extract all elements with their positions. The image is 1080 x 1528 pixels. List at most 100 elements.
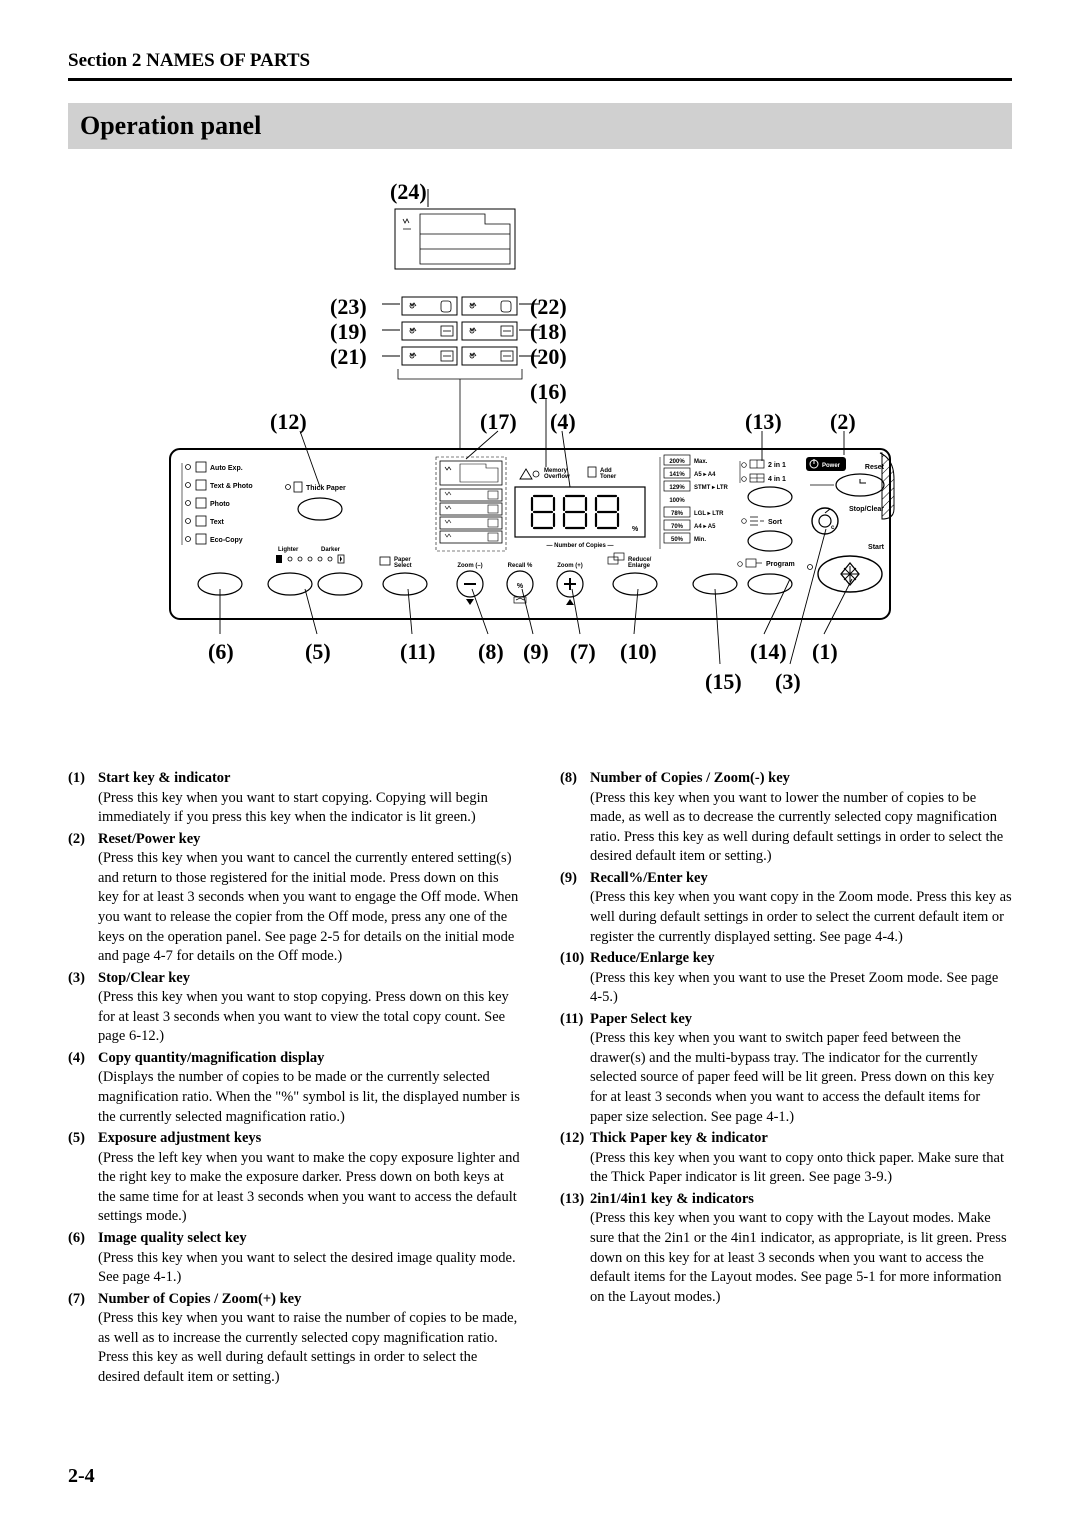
callout-number: (7) xyxy=(570,639,596,665)
item-description: (Press this key when you want to copy wi… xyxy=(590,1209,1012,1307)
item-title: Reduce/Enlarge key xyxy=(590,949,1012,969)
item-description: (Press this key when you want to lower t… xyxy=(590,789,1012,867)
item-description: (Press this key when you want to raise t… xyxy=(98,1309,520,1387)
item-title: Exposure adjustment keys xyxy=(98,1129,520,1149)
callout-number: (18) xyxy=(530,319,567,345)
item-list: (1) Start key & indicator (Press this ke… xyxy=(68,769,1012,1387)
svg-text:A5 ▸ A4: A5 ▸ A4 xyxy=(694,472,716,478)
callout-number: (5) xyxy=(305,639,331,665)
item-number: (6) xyxy=(68,1229,98,1288)
svg-text:Eco-Copy: Eco-Copy xyxy=(210,537,243,544)
item-number: (12) xyxy=(560,1129,590,1188)
item-title: Number of Copies / Zoom(+) key xyxy=(98,1290,520,1310)
callout-number: (21) xyxy=(330,344,367,370)
page-number: 2-4 xyxy=(68,1465,95,1488)
item-number: (3) xyxy=(68,969,98,1047)
callout-number: (24) xyxy=(390,179,427,205)
svg-text:Toner: Toner xyxy=(600,474,617,480)
svg-text:— Number of Copies —: — Number of Copies — xyxy=(546,543,613,549)
svg-text:STMT ▸ LTR: STMT ▸ LTR xyxy=(694,485,729,491)
item-title: Start key & indicator xyxy=(98,769,520,789)
item-number: (1) xyxy=(68,769,98,828)
svg-text:2 in 1: 2 in 1 xyxy=(768,462,786,469)
svg-text:50%: 50% xyxy=(671,537,684,543)
item-number: (8) xyxy=(560,769,590,867)
list-item: (5) Exposure adjustment keys (Press the … xyxy=(68,1129,520,1227)
svg-text:%: % xyxy=(517,583,524,590)
item-number: (11) xyxy=(560,1010,590,1127)
svg-text:A4 ▸ A5: A4 ▸ A5 xyxy=(694,524,716,530)
svg-text:Darker: Darker xyxy=(321,547,341,553)
callout-number: (3) xyxy=(775,669,801,695)
list-item: (1) Start key & indicator (Press this ke… xyxy=(68,769,520,828)
callout-number: (11) xyxy=(400,639,435,665)
list-item: (9) Recall%/Enter key (Press this key wh… xyxy=(560,869,1012,947)
svg-text:Text: Text xyxy=(210,519,225,526)
svg-text:Thick Paper: Thick Paper xyxy=(306,485,346,492)
svg-text:Select: Select xyxy=(394,563,412,569)
callout-number: (15) xyxy=(705,669,742,695)
item-description: (Press this key when you want to stop co… xyxy=(98,988,520,1047)
item-title: Image quality select key xyxy=(98,1229,520,1249)
svg-text:LGL ▸ LTR: LGL ▸ LTR xyxy=(694,511,724,517)
item-description: (Press this key when you want to copy on… xyxy=(590,1149,1012,1188)
item-number: (4) xyxy=(68,1049,98,1127)
svg-text:Zoom (+): Zoom (+) xyxy=(557,563,583,569)
svg-text:Sort: Sort xyxy=(768,519,783,526)
callout-number: (13) xyxy=(745,409,782,435)
svg-text:78%: 78% xyxy=(671,511,684,517)
svg-text:Zoom (–): Zoom (–) xyxy=(457,563,482,569)
callout-number: (1) xyxy=(812,639,838,665)
list-item: (7) Number of Copies / Zoom(+) key (Pres… xyxy=(68,1290,520,1388)
callout-number: (14) xyxy=(750,639,787,665)
item-description: (Press the left key when you want to mak… xyxy=(98,1149,520,1227)
list-item: (13) 2in1/4in1 key & indicators (Press t… xyxy=(560,1190,1012,1307)
svg-text:70%: 70% xyxy=(671,524,684,530)
list-item: (4) Copy quantity/magnification display … xyxy=(68,1049,520,1127)
svg-text:Auto Exp.: Auto Exp. xyxy=(210,465,243,472)
svg-text:129%: 129% xyxy=(669,485,685,491)
svg-text:Max.: Max. xyxy=(694,459,708,465)
callout-number: (9) xyxy=(523,639,549,665)
svg-text:141%: 141% xyxy=(669,472,685,478)
callout-number: (10) xyxy=(620,639,657,665)
callout-number: (8) xyxy=(478,639,504,665)
item-title: Reset/Power key xyxy=(98,830,520,850)
item-title: 2in1/4in1 key & indicators xyxy=(590,1190,1012,1210)
svg-text:200%: 200% xyxy=(669,459,685,465)
item-description: (Press this key when you want to cancel … xyxy=(98,849,520,966)
list-item: (2) Reset/Power key (Press this key when… xyxy=(68,830,520,967)
svg-text:Overflow: Overflow xyxy=(544,474,570,480)
item-description: (Press this key when you want to select … xyxy=(98,1249,520,1288)
item-description: (Displays the number of copies to be mad… xyxy=(98,1068,520,1127)
svg-text:Photo: Photo xyxy=(210,501,230,508)
callout-number: (12) xyxy=(270,409,307,435)
callout-number: (6) xyxy=(208,639,234,665)
item-number: (2) xyxy=(68,830,98,967)
svg-text:Start: Start xyxy=(868,544,885,551)
svg-text:100%: 100% xyxy=(669,498,685,504)
item-title: Paper Select key xyxy=(590,1010,1012,1030)
item-title: Thick Paper key & indicator xyxy=(590,1129,1012,1149)
item-title: Recall%/Enter key xyxy=(590,869,1012,889)
svg-text:Text & Photo: Text & Photo xyxy=(210,483,253,490)
svg-text:Lighter: Lighter xyxy=(278,547,299,553)
item-description: (Press this key when you want to use the… xyxy=(590,969,1012,1008)
item-description: (Press this key when you want copy in th… xyxy=(590,888,1012,947)
item-title: Copy quantity/magnification display xyxy=(98,1049,520,1069)
callout-number: (4) xyxy=(550,409,576,435)
item-number: (13) xyxy=(560,1190,590,1307)
item-title: Stop/Clear key xyxy=(98,969,520,989)
svg-text:Program: Program xyxy=(766,561,795,568)
svg-text:Recall %: Recall % xyxy=(508,563,533,569)
svg-text:Power: Power xyxy=(822,463,841,469)
callout-number: (20) xyxy=(530,344,567,370)
callout-number: (16) xyxy=(530,379,567,405)
callout-number: (23) xyxy=(330,294,367,320)
item-number: (10) xyxy=(560,949,590,1008)
item-description: (Press this key when you want to start c… xyxy=(98,789,520,828)
title-bar: Operation panel xyxy=(68,103,1012,149)
svg-text:%: % xyxy=(632,526,639,533)
svg-text:4 in 1: 4 in 1 xyxy=(768,476,786,483)
callout-number: (2) xyxy=(830,409,856,435)
